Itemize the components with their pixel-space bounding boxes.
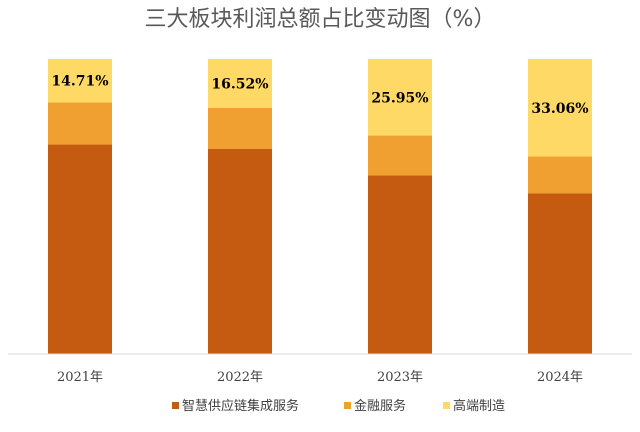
legend: 智慧供应链集成服务 金融服务 高端制造	[172, 398, 505, 414]
data-label: 14.71%	[51, 74, 108, 90]
legend-label: 金融服务	[354, 398, 406, 414]
x-tick-labels: 2021年 2022年 2023年 2024年	[57, 370, 583, 385]
bar-segment-2-2	[208, 107, 272, 149]
bar-segment-2-4	[528, 156, 592, 194]
legend-item: 金融服务	[344, 398, 406, 414]
bar-segment-3-3	[368, 59, 432, 136]
bar-segment-1-3	[368, 175, 432, 354]
legend-label: 智慧供应链集成服务	[182, 398, 299, 414]
legend-label: 高端制造	[453, 398, 505, 414]
legend-swatch	[344, 402, 351, 409]
x-tick-label: 2024年	[537, 370, 583, 385]
bar-segment-3-1	[48, 59, 112, 103]
legend-swatch	[443, 402, 450, 409]
data-label: 25.95%	[371, 90, 428, 106]
bar-segment-2-3	[368, 135, 432, 176]
data-label: 33.06%	[531, 101, 588, 117]
bar-segment-3-2	[208, 59, 272, 108]
x-tick-label: 2021年	[57, 370, 103, 385]
bar-segment-1-2	[208, 148, 272, 354]
x-tick-label: 2023年	[377, 370, 423, 385]
data-label: 16.52%	[211, 76, 268, 92]
legend-item: 智慧供应链集成服务	[172, 398, 299, 414]
bar-segment-1-4	[528, 193, 592, 354]
legend-swatch	[172, 402, 179, 409]
bar-segment-1-1	[48, 144, 112, 354]
chart-title: 三大板块利润总额占比变动图（%）	[145, 7, 496, 32]
bar-segment-2-1	[48, 102, 112, 145]
bars-layer	[48, 59, 592, 354]
data-labels: 14.71% 16.52% 25.95% 33.06%	[51, 74, 588, 117]
x-tick-label: 2022年	[217, 370, 263, 385]
legend-item: 高端制造	[443, 398, 505, 414]
bar-segment-3-4	[528, 59, 592, 157]
